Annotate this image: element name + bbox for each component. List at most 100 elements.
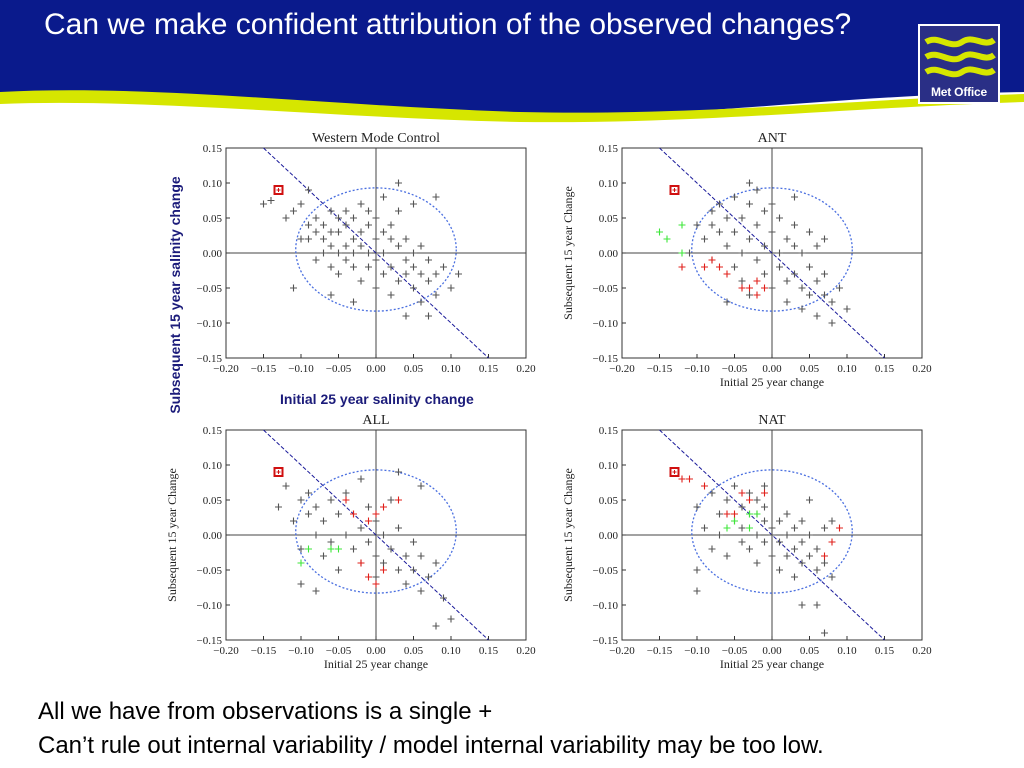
data-point-grey <box>776 538 783 546</box>
data-point-grey <box>836 284 843 292</box>
y-axis-label: Subsequent 15 year Change <box>561 186 575 320</box>
data-point-grey <box>798 305 806 313</box>
y-tick-label: 0.10 <box>599 178 619 190</box>
data-point-grey <box>357 228 365 236</box>
data-point-grey <box>723 552 731 560</box>
data-point-green <box>746 510 753 518</box>
data-point-grey <box>440 594 447 602</box>
data-point-grey <box>402 580 410 588</box>
data-point-grey <box>806 263 813 271</box>
observation-marker <box>669 467 680 477</box>
y-tick-label: −0.05 <box>593 283 619 295</box>
data-point-grey <box>335 249 342 257</box>
logo-label: Met Office <box>930 85 987 99</box>
data-point-grey <box>432 193 440 201</box>
data-point-red <box>821 552 828 560</box>
data-point-green <box>753 510 761 518</box>
data-point-red <box>836 524 843 532</box>
data-point-grey <box>798 517 806 525</box>
data-point-grey <box>738 214 746 222</box>
data-point-grey <box>693 587 701 595</box>
data-point-grey <box>447 615 455 623</box>
data-point-grey <box>410 284 417 292</box>
data-point-grey <box>380 270 387 278</box>
data-point-grey <box>716 200 723 208</box>
y-tick-label: 0.00 <box>599 248 619 260</box>
data-point-red <box>761 489 768 497</box>
data-point-grey <box>327 207 335 215</box>
data-point-grey <box>387 496 395 504</box>
data-point-green <box>678 221 686 229</box>
data-point-grey <box>305 235 312 243</box>
data-point-grey <box>297 580 305 588</box>
data-point-grey <box>402 235 410 243</box>
data-point-grey <box>791 270 798 278</box>
data-point-grey <box>761 517 768 525</box>
chart-title: ANT <box>758 131 787 146</box>
data-point-grey <box>402 256 410 264</box>
data-point-grey <box>723 242 731 250</box>
y-tick-label: −0.10 <box>593 318 619 330</box>
data-point-grey <box>693 566 701 574</box>
data-point-green <box>305 545 312 553</box>
observation-marker <box>273 185 284 195</box>
y-tick-label: 0.15 <box>203 425 223 437</box>
data-point-grey <box>776 566 783 574</box>
data-point-grey <box>813 242 821 250</box>
data-point-grey <box>342 531 350 539</box>
data-point-grey <box>776 517 783 525</box>
data-point-green <box>731 517 738 525</box>
data-point-grey <box>813 566 821 574</box>
y-tick-label: −0.10 <box>197 600 223 612</box>
y-tick-label: −0.05 <box>197 565 223 577</box>
data-point-grey <box>723 298 731 306</box>
data-point-grey <box>320 249 327 257</box>
data-point-grey <box>425 256 432 264</box>
x-tick-label: 0.10 <box>837 363 857 375</box>
data-point-green <box>678 249 686 257</box>
data-point-grey <box>260 200 267 208</box>
data-point-red <box>372 510 380 518</box>
data-point-grey <box>776 214 783 222</box>
data-point-grey <box>708 207 716 215</box>
x-tick-label: 0.05 <box>404 363 424 375</box>
data-point-grey <box>395 242 402 250</box>
data-point-grey <box>350 249 357 257</box>
data-point-red <box>380 566 387 574</box>
data-point-grey <box>327 291 335 299</box>
data-point-grey <box>731 193 738 201</box>
y-tick-label: −0.05 <box>593 565 619 577</box>
data-point-grey <box>312 587 320 595</box>
data-point-grey <box>387 235 395 243</box>
observation-marker <box>669 185 680 195</box>
data-point-grey <box>761 207 768 215</box>
x-tick-label: 0.05 <box>404 645 424 657</box>
data-point-grey <box>723 496 731 504</box>
note-line-2: Can’t rule out internal variability / mo… <box>38 732 824 759</box>
data-point-grey <box>783 510 791 518</box>
data-point-grey <box>746 179 753 187</box>
data-point-grey <box>297 545 305 553</box>
data-point-grey <box>768 200 776 208</box>
x-tick-label: −0.05 <box>722 363 748 375</box>
data-point-grey <box>350 298 357 306</box>
data-point-grey <box>312 256 320 264</box>
y-tick-label: 0.10 <box>203 460 223 472</box>
data-point-grey <box>776 263 783 271</box>
data-point-grey <box>410 263 417 271</box>
data-point-grey <box>821 629 828 637</box>
data-point-grey <box>380 559 387 567</box>
data-point-grey <box>342 256 350 264</box>
data-point-grey <box>746 489 753 497</box>
data-point-grey <box>395 277 402 285</box>
data-point-grey <box>395 566 402 574</box>
data-point-red <box>731 510 738 518</box>
diagonal-reference-line <box>263 429 489 641</box>
y-axis-label: Subsequent 15 year Change <box>165 468 179 602</box>
data-point-grey <box>425 277 432 285</box>
data-point-red <box>678 475 686 483</box>
data-point-grey <box>275 503 282 511</box>
data-point-grey <box>753 221 761 229</box>
x-tick-label: −0.15 <box>251 645 277 657</box>
data-point-grey <box>761 503 768 511</box>
